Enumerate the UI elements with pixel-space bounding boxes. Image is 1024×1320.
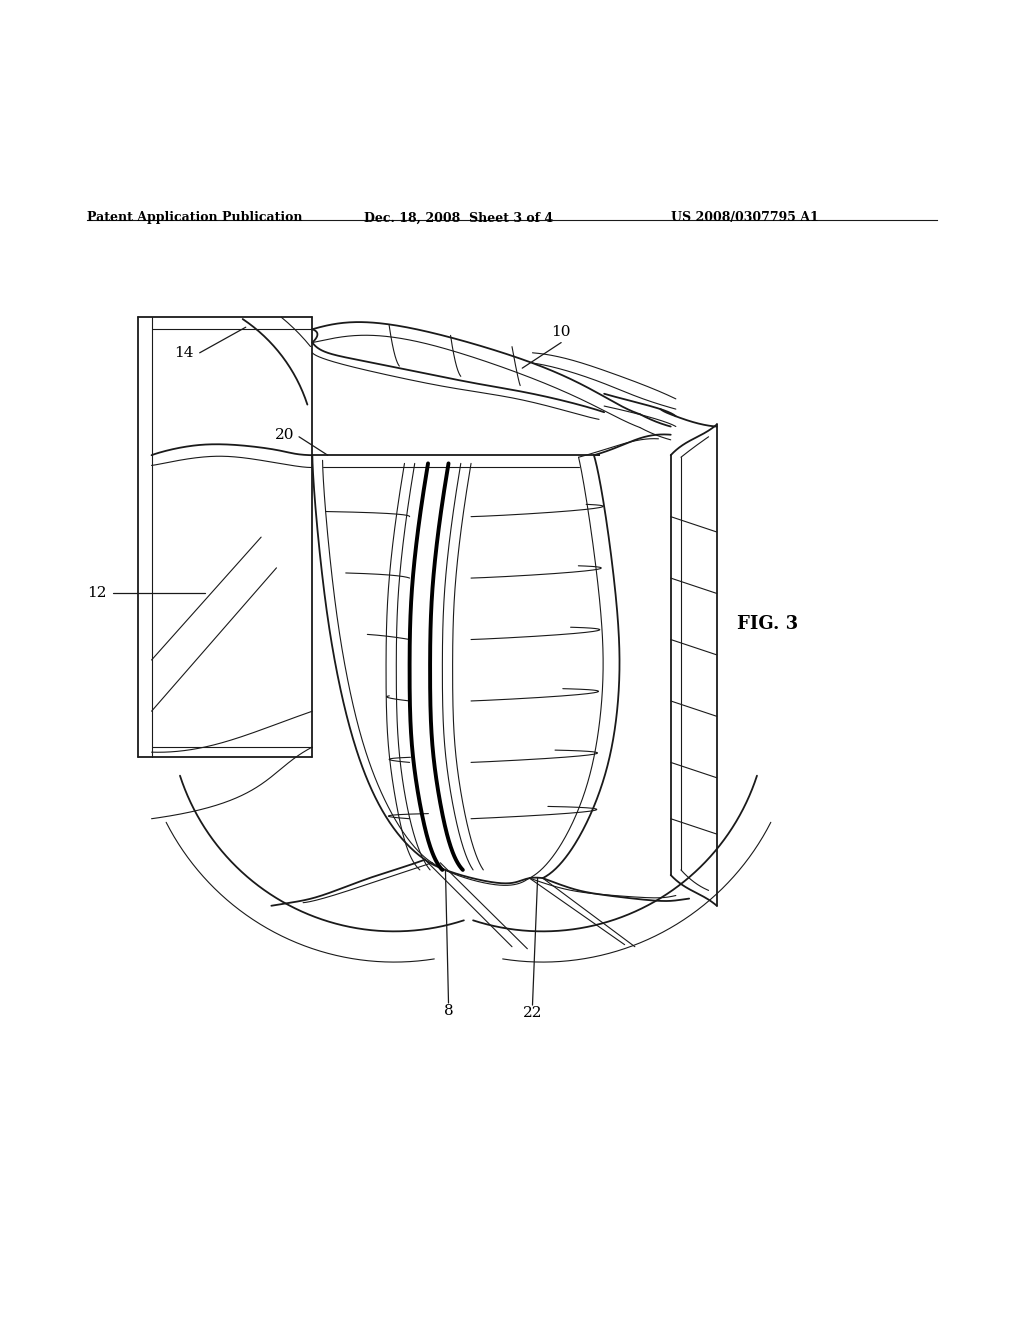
Text: 20: 20	[274, 428, 295, 442]
Text: 12: 12	[87, 586, 108, 601]
Text: 22: 22	[522, 1006, 543, 1020]
Text: 14: 14	[174, 346, 195, 360]
Text: 10: 10	[551, 325, 571, 339]
Text: Dec. 18, 2008  Sheet 3 of 4: Dec. 18, 2008 Sheet 3 of 4	[364, 211, 553, 224]
Text: Patent Application Publication: Patent Application Publication	[87, 211, 302, 224]
Text: US 2008/0307795 A1: US 2008/0307795 A1	[671, 211, 818, 224]
Text: FIG. 3: FIG. 3	[737, 615, 799, 634]
Text: 8: 8	[443, 1005, 454, 1018]
